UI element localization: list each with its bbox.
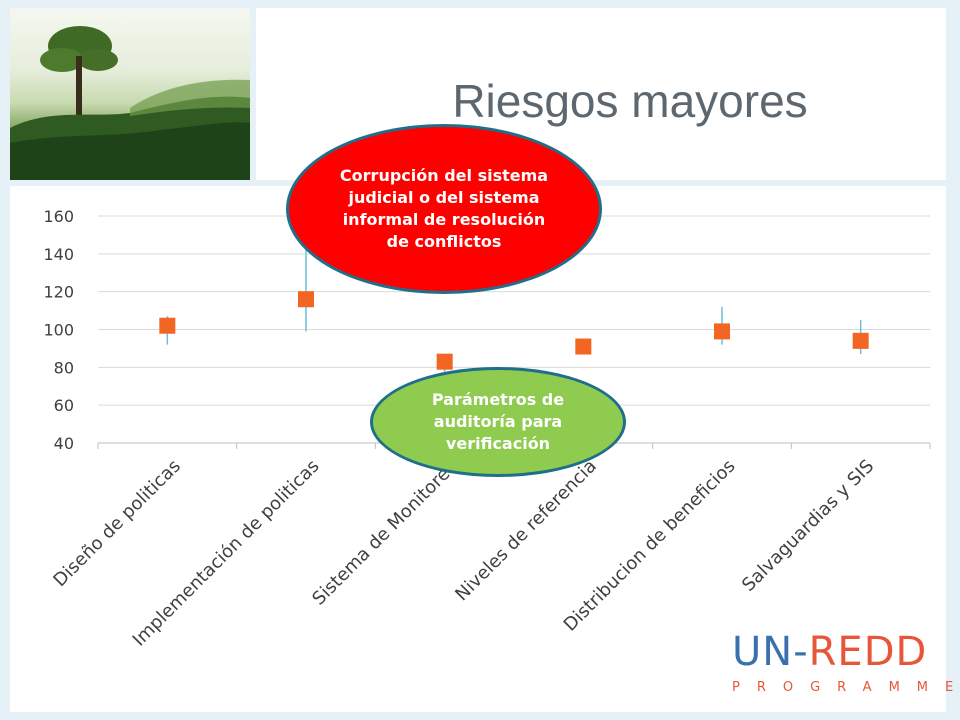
corruption-callout-text: Corrupción del sistema judicial o del si… <box>339 166 549 251</box>
x-category-label: Salvaguardias y SIS <box>738 456 878 596</box>
data-point <box>436 353 453 370</box>
x-category-label: Niveles de referencia <box>451 456 601 606</box>
y-tick-label: 120 <box>43 283 74 302</box>
x-category-label: Sistema de Monitoreo <box>308 456 462 610</box>
data-point <box>714 323 730 340</box>
audit-callout: Parámetros de auditoría para verificació… <box>370 367 626 477</box>
slide-title: Riesgos mayores <box>452 75 808 127</box>
y-tick-label: 40 <box>54 434 74 453</box>
audit-callout-text: Parámetros de auditoría para verificació… <box>431 390 565 453</box>
logo-un-text: UN- <box>732 629 809 675</box>
data-point <box>575 338 592 355</box>
y-tick-label: 160 <box>43 207 74 226</box>
corruption-callout: Corrupción del sistema judicial o del si… <box>286 124 602 294</box>
y-tick-label: 140 <box>43 245 74 264</box>
y-tick-label: 60 <box>54 396 74 415</box>
forest-photo <box>10 8 250 180</box>
data-point <box>159 317 176 334</box>
x-category-label: Diseño de politicas <box>49 456 184 591</box>
data-point <box>852 332 869 349</box>
forest-illustration <box>10 26 250 180</box>
y-tick-label: 100 <box>43 321 74 340</box>
logo-redd-text: REDD <box>808 629 928 675</box>
logo-programme-text: PROGRAMME <box>732 680 960 695</box>
logo-wordmark: UN-REDD <box>732 630 932 674</box>
y-tick-label: 80 <box>54 358 74 377</box>
data-point <box>298 291 314 308</box>
un-redd-logo: UN-REDD PROGRAMME <box>732 630 960 700</box>
